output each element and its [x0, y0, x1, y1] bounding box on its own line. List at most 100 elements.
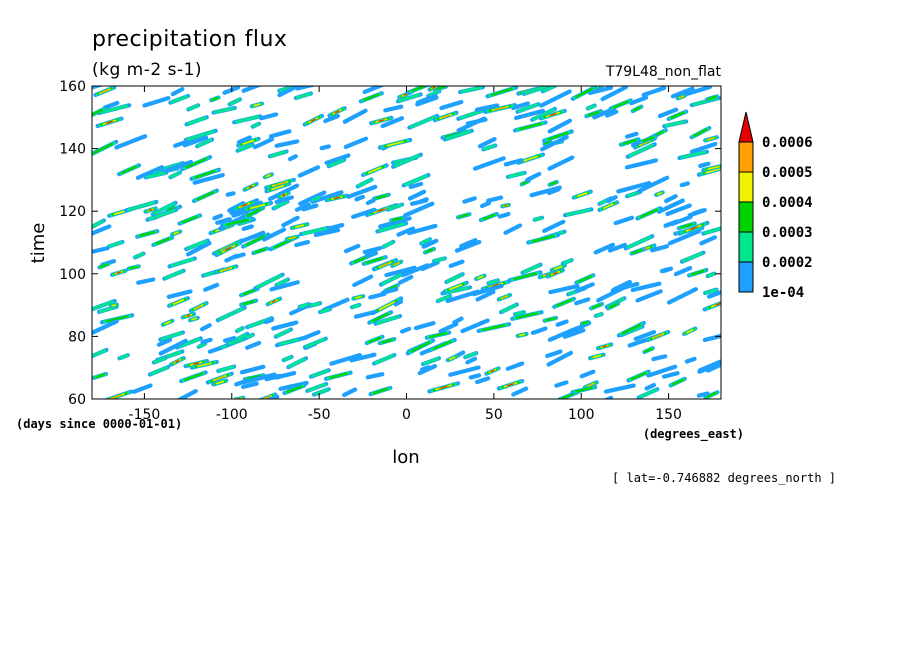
precip-streak — [479, 201, 492, 209]
precip-streak — [503, 158, 524, 167]
colorbar-label: 0.0002 — [762, 255, 813, 271]
precip-streak — [92, 105, 108, 118]
precip-streak — [124, 199, 159, 213]
precip-streak — [588, 352, 606, 361]
precip-streak — [498, 302, 519, 315]
precip-streak — [579, 369, 596, 379]
precip-streak — [570, 384, 598, 395]
precip-streak — [342, 387, 358, 398]
precip-streak — [547, 155, 575, 171]
precip-streak — [352, 274, 374, 288]
precip-streak — [373, 313, 403, 326]
precip-streak — [403, 201, 435, 218]
precip-streak — [92, 371, 109, 380]
precip-streak — [606, 301, 621, 311]
y-axis: 60 80 100 120 140 160 — [59, 79, 721, 408]
precip-streak — [513, 108, 546, 121]
precip-streak — [151, 356, 168, 365]
precip-streak — [642, 346, 655, 355]
colorbar-segment — [738, 141, 754, 173]
precip-streak — [478, 211, 499, 223]
precip-streak — [468, 373, 482, 380]
x-tick-label: -50 — [308, 407, 331, 423]
precip-streak — [281, 215, 300, 228]
precip-streak — [225, 191, 236, 197]
precip-streak — [353, 309, 377, 319]
precip-streak — [186, 103, 201, 112]
precip-streak — [365, 372, 385, 380]
precip-streak — [497, 211, 511, 219]
precip-streak — [162, 268, 186, 281]
precip-streak — [666, 109, 689, 122]
precip-streak — [574, 297, 591, 306]
precip-streak — [225, 331, 250, 347]
precip-streak — [444, 272, 465, 285]
precip-streak — [302, 113, 325, 127]
precip-streak — [560, 258, 574, 266]
precip-streak — [505, 170, 527, 179]
precip-streak — [294, 239, 311, 248]
precip-streak — [390, 259, 404, 268]
precip-streak — [442, 280, 469, 294]
precip-streak — [419, 237, 432, 246]
precip-streak — [160, 318, 175, 327]
colorbar-label: 0.0004 — [762, 195, 813, 211]
precip-streak — [215, 217, 232, 225]
precip-streak — [310, 195, 322, 203]
precip-streak — [421, 238, 439, 249]
precip-streak — [282, 383, 307, 396]
precip-streak — [265, 296, 283, 307]
precip-streak — [183, 358, 210, 369]
y-tick-label: 120 — [59, 204, 86, 220]
latitude-annotation: [ lat=-0.746882 degrees_north ] — [612, 471, 836, 485]
precip-streak — [445, 354, 460, 363]
precip-streak — [274, 195, 294, 204]
precip-streak — [298, 225, 331, 237]
precip-streak — [651, 354, 668, 362]
precip-streak — [355, 177, 374, 189]
precip-streak — [420, 260, 440, 272]
precip-streak — [380, 116, 405, 129]
precip-streak — [641, 86, 667, 97]
precip-streak — [677, 220, 710, 236]
precip-streak — [99, 313, 135, 325]
precip-streak — [679, 250, 706, 264]
precip-streak — [574, 273, 596, 285]
precip-streak — [106, 239, 125, 249]
precip-streak — [95, 116, 124, 129]
precip-streak — [503, 223, 523, 235]
precip-streak — [133, 251, 146, 260]
precip-streak — [667, 229, 702, 246]
precip-streak — [289, 222, 310, 231]
precip-streak — [389, 215, 406, 223]
precip-streak — [92, 224, 112, 236]
precip-streak — [302, 336, 328, 350]
precip-streak — [168, 93, 191, 105]
precip-streak — [378, 216, 412, 229]
precip-streak — [682, 326, 698, 337]
precip-streak — [274, 139, 300, 148]
precip-streak — [241, 224, 254, 232]
precip-streak — [474, 273, 487, 281]
precip-streak — [166, 296, 191, 308]
y-axis-label: time — [28, 223, 49, 264]
precip-streak — [607, 242, 628, 253]
precip-streak — [205, 371, 234, 385]
precip-streak — [362, 246, 383, 255]
precip-streak — [196, 341, 208, 349]
precip-streak — [158, 338, 188, 356]
precip-streak — [465, 356, 478, 365]
precip-streak — [399, 326, 412, 334]
precip-streak — [213, 264, 239, 275]
precip-streak — [699, 235, 717, 246]
precip-streak — [200, 337, 213, 345]
precip-streak — [549, 263, 567, 273]
precip-streak — [180, 311, 197, 320]
precip-streak — [261, 227, 287, 242]
precip-streak — [236, 135, 252, 145]
precip-streak — [424, 330, 452, 340]
precip-streak — [418, 197, 429, 204]
precip-streak — [370, 296, 404, 316]
precip-streak — [215, 305, 247, 323]
